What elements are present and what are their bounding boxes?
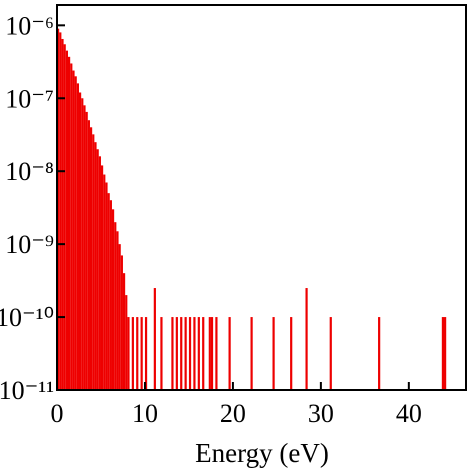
y-tick-label: 10⁻⁸ <box>5 157 54 186</box>
bar <box>61 38 64 391</box>
bar <box>188 317 192 390</box>
bar <box>175 317 178 390</box>
bar <box>74 76 77 391</box>
bar <box>107 193 110 390</box>
bar <box>153 288 156 390</box>
bar <box>329 317 332 390</box>
bars <box>57 28 447 391</box>
bar <box>180 317 183 390</box>
bar <box>103 174 106 390</box>
bar <box>136 317 139 390</box>
bar <box>111 209 115 390</box>
bar <box>272 317 275 390</box>
y-tick-label: 10⁻⁹ <box>5 230 54 259</box>
bar <box>160 317 163 390</box>
bar <box>72 70 75 391</box>
bar <box>65 50 68 391</box>
x-tick-label: 30 <box>308 399 334 428</box>
bar <box>92 134 95 390</box>
y-tick-label: 10⁻¹¹ <box>0 376 54 405</box>
bar <box>127 317 130 390</box>
x-tick-label: 40 <box>396 399 422 428</box>
bar <box>100 165 104 390</box>
bar <box>197 317 200 390</box>
bar <box>85 111 88 390</box>
bar <box>125 295 128 390</box>
bar <box>114 222 117 390</box>
y-tick-label: 10⁻⁷ <box>5 84 54 113</box>
bar <box>57 28 60 391</box>
bar <box>305 288 308 390</box>
bar <box>184 317 187 390</box>
bar <box>208 317 211 390</box>
bar <box>94 142 97 390</box>
bar <box>83 105 86 390</box>
bar <box>250 317 253 390</box>
bar <box>67 56 71 391</box>
bar <box>96 149 99 390</box>
bar <box>76 83 79 391</box>
bar <box>444 317 447 390</box>
x-tick-label: 10 <box>132 399 158 428</box>
bar <box>171 317 174 390</box>
bar <box>81 98 84 390</box>
bar <box>120 255 123 390</box>
bar <box>116 231 119 390</box>
bar <box>140 317 143 390</box>
y-tick-label: 10⁻¹⁰ <box>0 303 54 332</box>
bar <box>202 317 205 390</box>
bar <box>59 32 62 390</box>
bar <box>210 317 214 390</box>
bar <box>144 317 148 390</box>
bar <box>105 182 108 390</box>
bar <box>131 317 134 390</box>
x-tick-label: 20 <box>220 399 246 428</box>
bar <box>70 63 73 391</box>
plot-frame <box>56 4 467 391</box>
bar <box>109 200 112 390</box>
bar <box>122 273 126 390</box>
bar <box>98 156 101 390</box>
bar <box>78 92 82 390</box>
bar <box>63 44 66 391</box>
bar <box>118 244 121 390</box>
bar <box>193 317 196 390</box>
bar <box>378 317 381 390</box>
x-axis-label: Energy (eV) <box>195 438 329 468</box>
bar <box>89 127 93 390</box>
bar <box>228 317 231 390</box>
bar <box>290 317 293 390</box>
bar <box>215 317 218 390</box>
y-tick-label: 10⁻⁶ <box>5 11 54 40</box>
bar <box>441 317 445 390</box>
x-tick-label: 0 <box>51 399 64 428</box>
bar <box>87 120 90 390</box>
